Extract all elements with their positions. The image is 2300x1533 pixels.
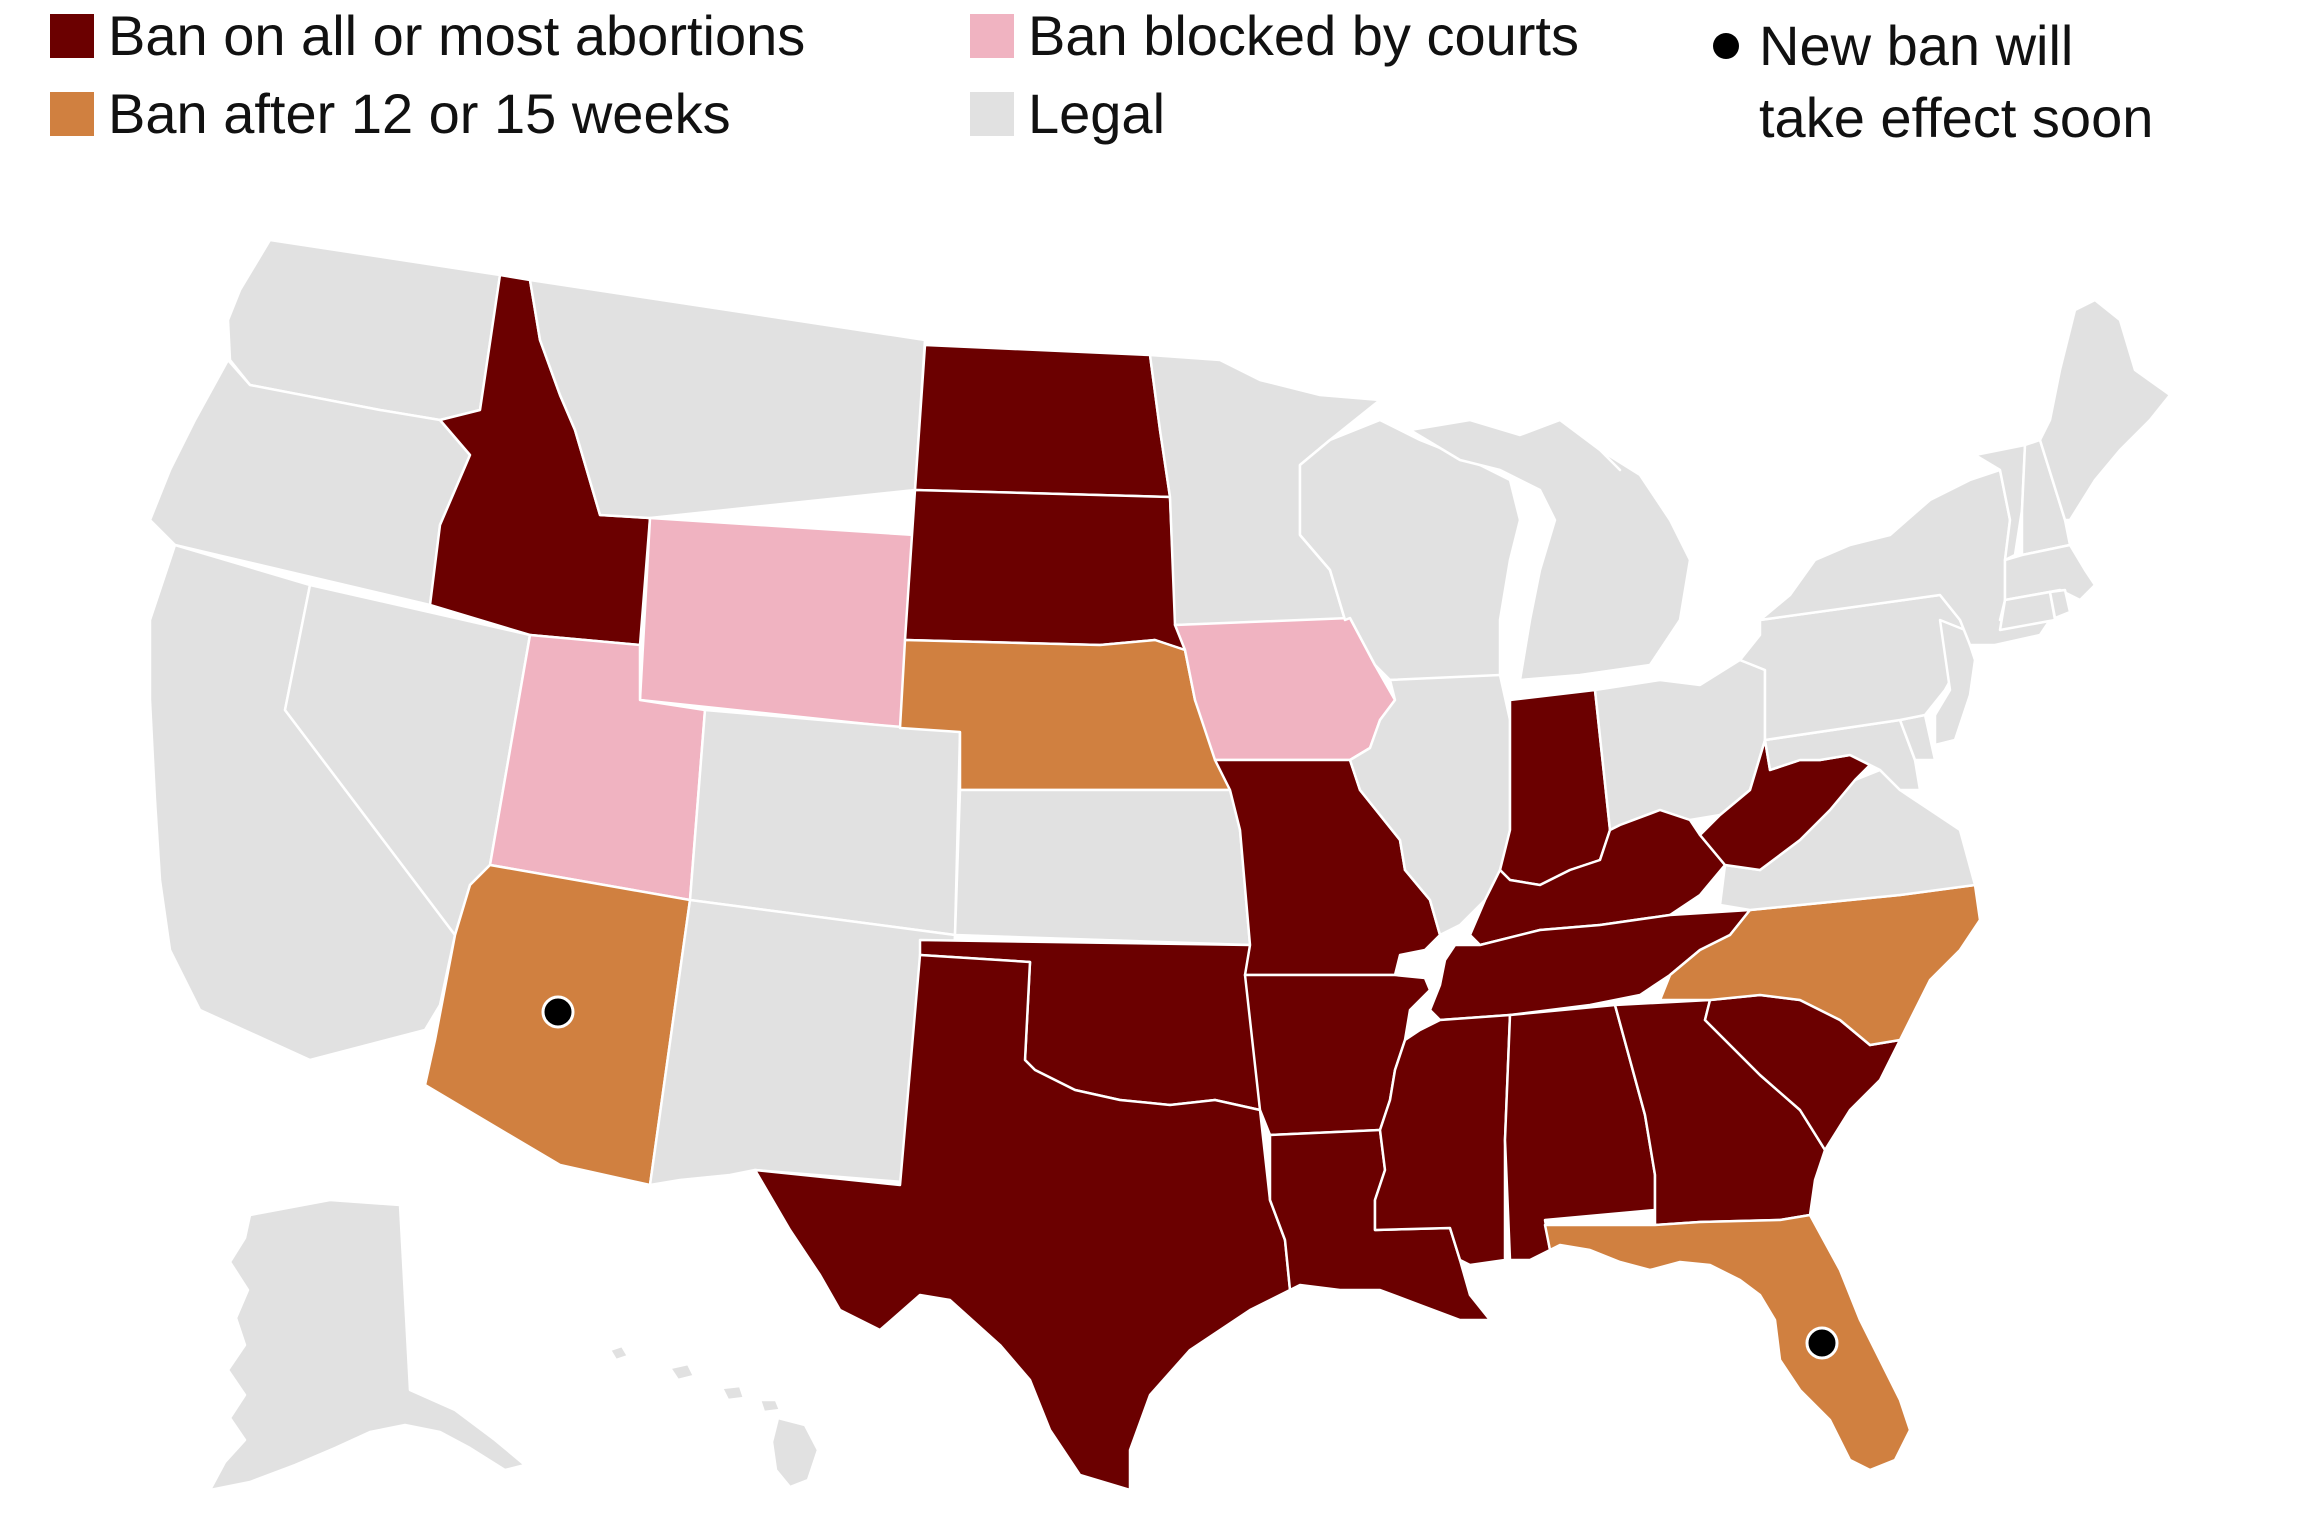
new-ban-marker-fl xyxy=(1805,1326,1839,1360)
state-me xyxy=(2038,298,2172,522)
legend-new-ban-marker xyxy=(1713,33,1739,59)
legend-new-ban-line1: New ban will xyxy=(1759,14,2074,77)
legend-swatch-ban xyxy=(50,14,94,58)
legend-item-new-ban: New ban will take effect soon xyxy=(1713,10,2153,154)
state-ri xyxy=(2048,588,2072,620)
state-wy xyxy=(638,516,917,730)
state-ms xyxy=(1373,1013,1512,1267)
legend-label-legal: Legal xyxy=(1028,82,1166,145)
legend-swatch-legal xyxy=(970,92,1014,136)
legend-item-blocked: Ban blocked by courts xyxy=(970,8,1579,64)
state-ak xyxy=(208,1198,527,1492)
state-hi xyxy=(608,1344,820,1489)
legend-swatch-blocked xyxy=(970,14,1014,58)
state-nd xyxy=(913,343,1172,499)
new-ban-marker-az xyxy=(541,995,575,1029)
legend-item-ban: Ban on all or most abortions xyxy=(50,8,805,64)
state-co xyxy=(688,708,962,937)
state-ct xyxy=(1998,590,2057,632)
legend-label-ban-weeks: Ban after 12 or 15 weeks xyxy=(108,82,731,145)
legend-label-ban: Ban on all or most abortions xyxy=(108,4,806,67)
state-mi xyxy=(1408,418,1692,682)
legend-new-ban-line2: take effect soon xyxy=(1759,86,2154,149)
state-in xyxy=(1498,688,1612,887)
state-ks xyxy=(953,788,1252,947)
state-fl xyxy=(1543,1213,1912,1472)
legend-item-legal: Legal xyxy=(970,86,1165,142)
legend-item-ban-weeks: Ban after 12 or 15 weeks xyxy=(50,86,731,142)
state-nc xyxy=(1658,883,1982,1047)
legend-swatch-ban-weeks xyxy=(50,92,94,136)
state-tx xyxy=(753,953,1292,1492)
state-mt xyxy=(528,278,927,520)
legend-label-blocked: Ban blocked by courts xyxy=(1028,4,1579,67)
state-sd xyxy=(903,488,1187,652)
map-legend: Ban on all or most abortions Ban after 1… xyxy=(0,0,2300,160)
